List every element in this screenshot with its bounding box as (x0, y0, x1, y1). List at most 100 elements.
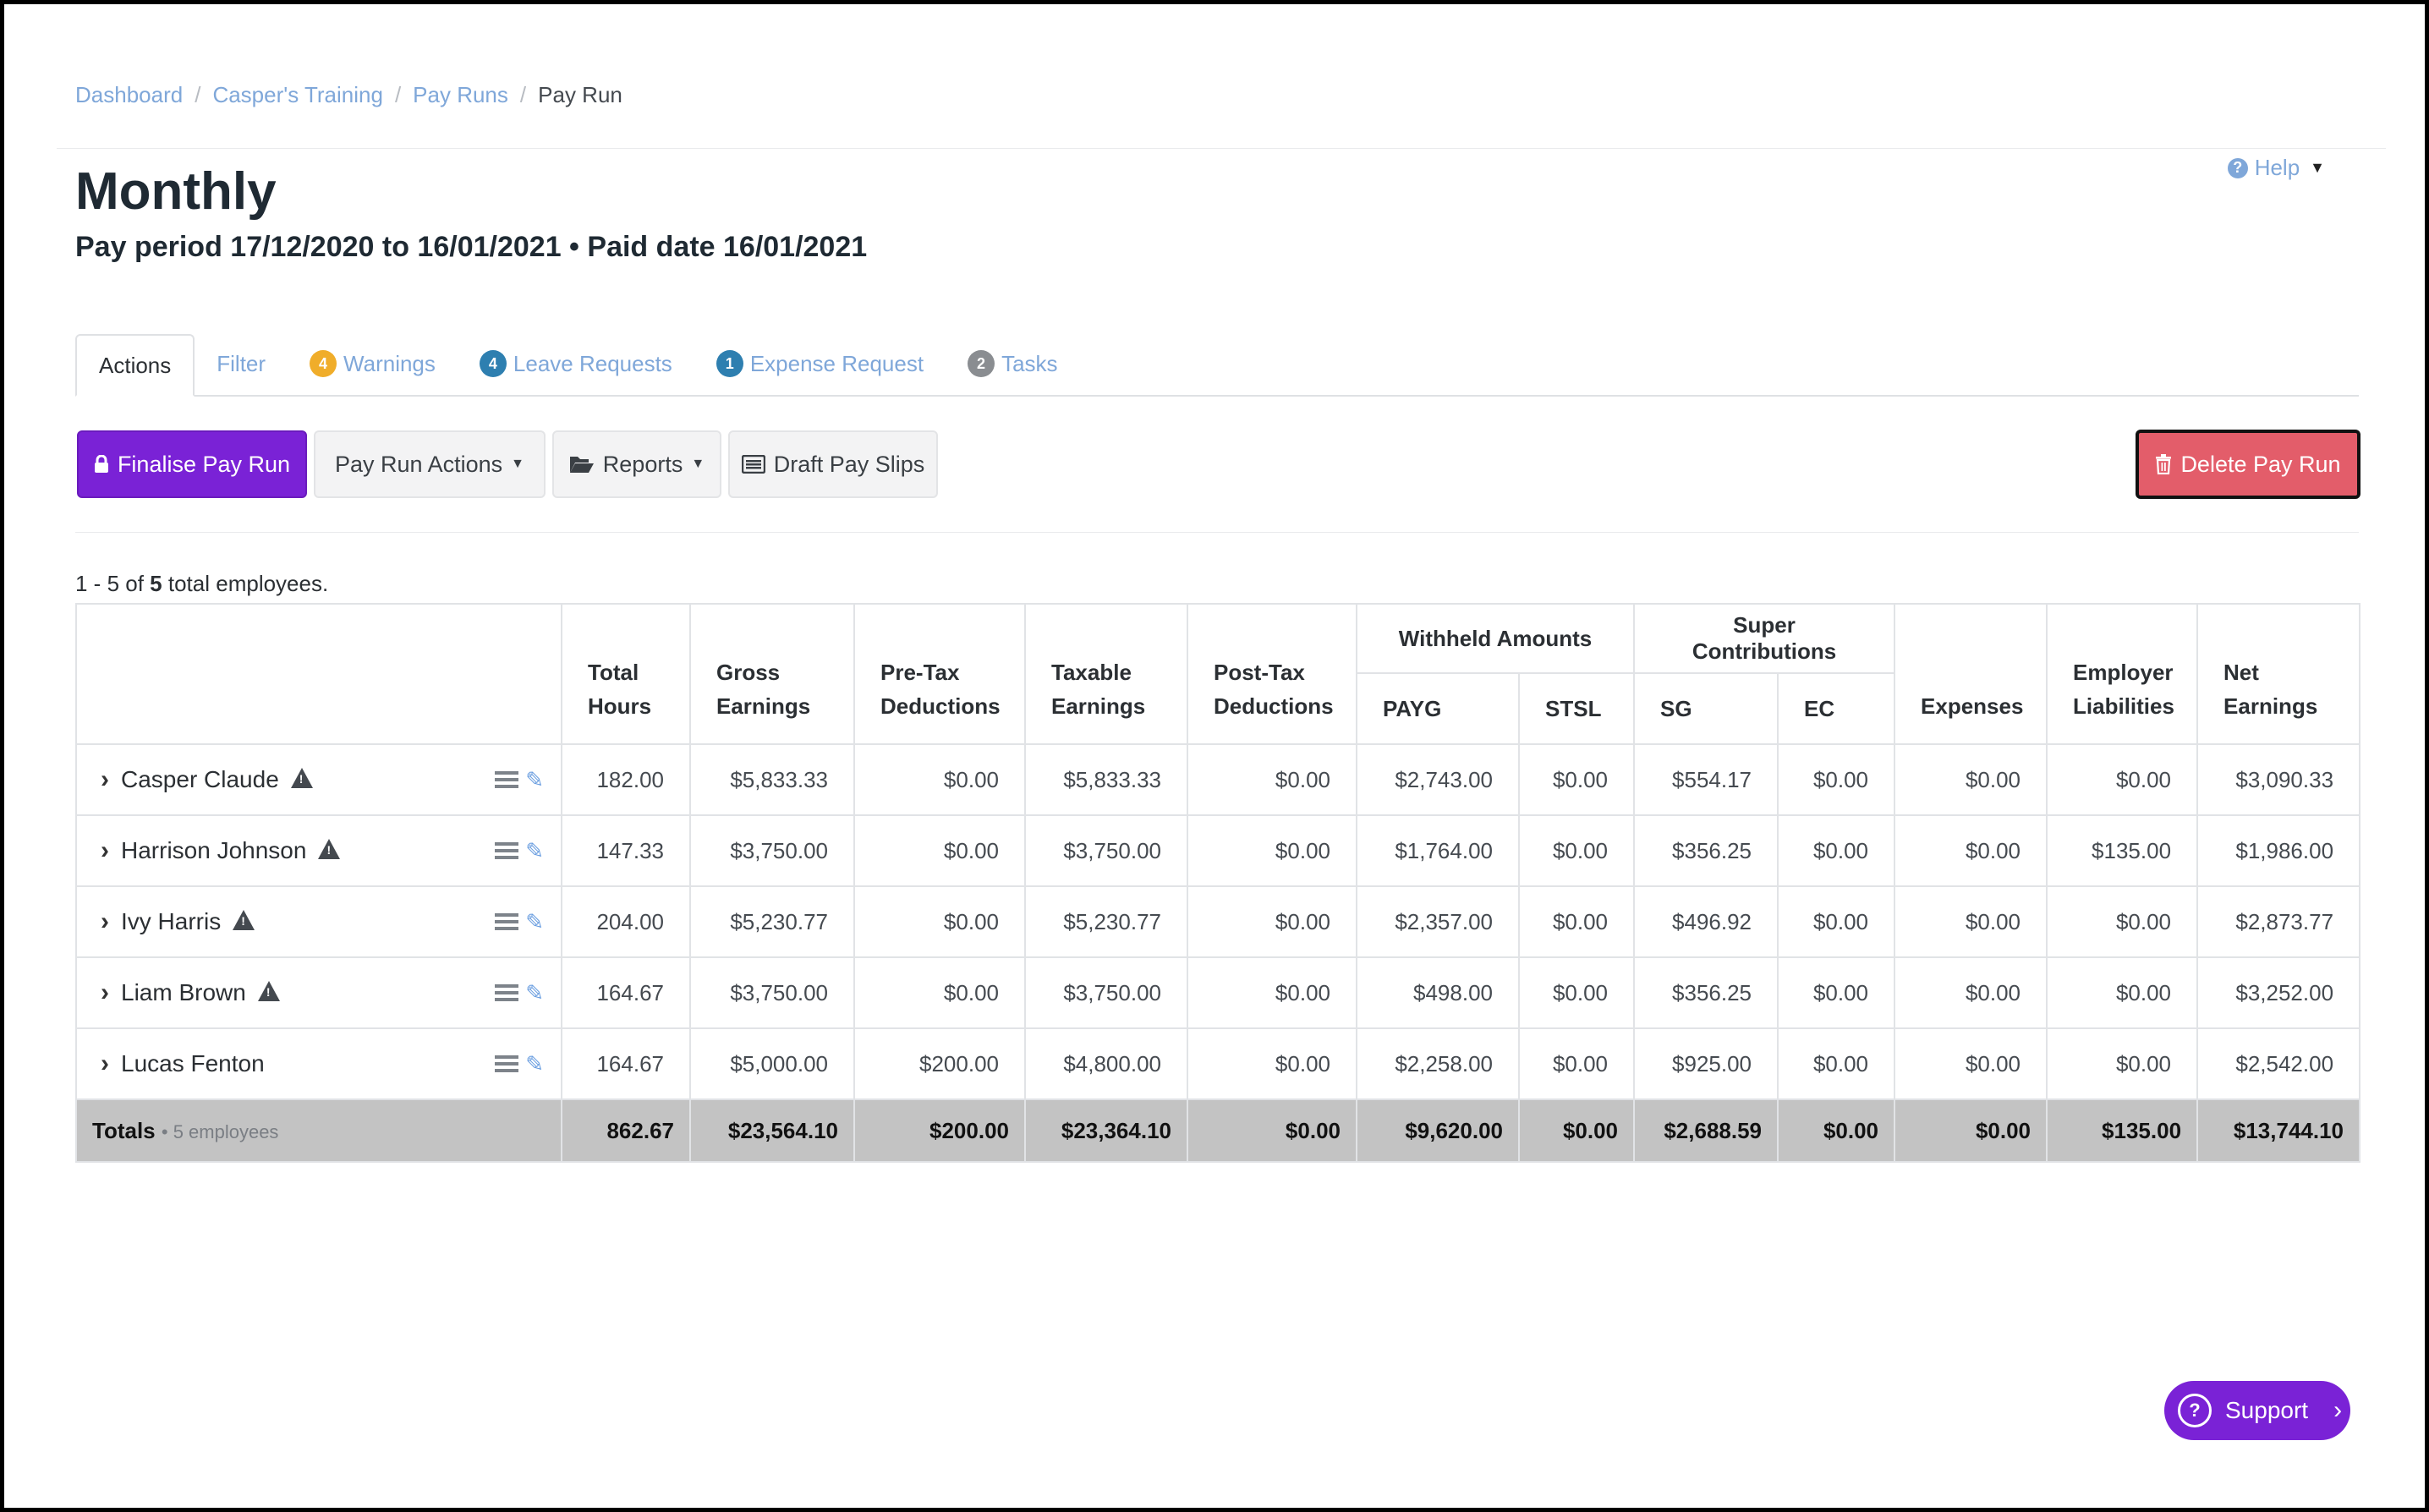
employee-row[interactable]: › Harrison Johnson! ✎ 147.33 $3,750.00 $0.00 $… (75, 814, 2361, 887)
chevron-right-icon[interactable]: › (101, 978, 109, 1006)
delete-pay-run-button[interactable]: Delete Pay Run (2136, 430, 2360, 499)
tab-actions[interactable]: Actions (75, 334, 195, 397)
tab-warnings[interactable]: 4 Warnings (288, 332, 458, 395)
folder-open-icon (569, 457, 594, 473)
value-cell: $356.25 (1633, 956, 1779, 1029)
employee-name-cell[interactable]: › Casper Claude! ✎ (75, 743, 562, 816)
pencil-icon[interactable]: ✎ (525, 766, 544, 792)
support-button[interactable]: ? Support › (2164, 1381, 2350, 1440)
pencil-icon[interactable]: ✎ (525, 979, 544, 1005)
tab-label: Actions (99, 352, 172, 378)
employee-name-cell[interactable]: › Ivy Harris! ✎ (75, 885, 562, 958)
employee-row[interactable]: › Ivy Harris! ✎ 204.00 $5,230.77 $0.00 $5,230.… (75, 885, 2361, 958)
payslip-icon[interactable] (495, 842, 519, 859)
chevron-right-icon[interactable]: › (101, 836, 109, 864)
total-value-cell: $23,564.10 (689, 1098, 855, 1163)
employee-name[interactable]: Casper Claude (121, 766, 279, 792)
value-cell: 204.00 (561, 885, 691, 958)
value-cell: $2,357.00 (1356, 885, 1520, 958)
employee-name[interactable]: Harrison Johnson (121, 837, 307, 863)
pay-run-actions-dropdown[interactable]: Pay Run Actions ▼ (314, 430, 546, 498)
pay-run-table-wrapper: Total Hours Gross Earnings Pre-Tax Deductio… (75, 603, 2361, 1163)
breadcrumb-separator: / (519, 82, 527, 107)
sg-header[interactable]: SG (1633, 672, 1779, 745)
taxable-earnings-header[interactable]: Taxable Earnings (1024, 603, 1188, 745)
question-circle-icon: ? (2227, 157, 2248, 178)
breadcrumb-dashboard[interactable]: Dashboard (75, 82, 184, 107)
payslip-icon[interactable] (495, 984, 519, 1001)
payslip-icon[interactable] (495, 1055, 519, 1072)
employer-liabilities-header[interactable]: Employer Liabilities (2046, 603, 2199, 745)
support-label: Support (2225, 1397, 2309, 1423)
chevron-right-icon[interactable]: › (101, 1049, 109, 1077)
value-cell: $0.00 (1517, 885, 1636, 958)
breadcrumb-pay-runs[interactable]: Pay Runs (413, 82, 508, 107)
employee-name-cell[interactable]: › Lucas Fenton ✎ (75, 1027, 562, 1100)
payg-header[interactable]: PAYG (1356, 672, 1520, 745)
total-hours-header[interactable]: Total Hours (561, 603, 691, 745)
value-cell: $3,750.00 (1024, 956, 1188, 1029)
employee-count-summary: 1 - 5 of 5 total employees. (75, 571, 328, 597)
tab-label: Tasks (1001, 350, 1058, 376)
reports-dropdown[interactable]: Reports ▼ (552, 430, 721, 498)
value-cell: $2,258.00 (1356, 1027, 1520, 1100)
help-dropdown[interactable]: ? Help ▼ (2227, 155, 2325, 181)
chevron-right-icon[interactable]: › (101, 907, 109, 935)
delete-label: Delete Pay Run (2180, 451, 2341, 477)
warnings-count-badge: 4 (310, 350, 337, 377)
pencil-icon[interactable]: ✎ (525, 1050, 544, 1076)
net-earnings-header[interactable]: Net Earnings (2196, 603, 2361, 745)
finalise-pay-run-button[interactable]: Finalise Pay Run (77, 430, 307, 498)
row-actions: ✎ (495, 838, 544, 864)
value-cell: $925.00 (1633, 1027, 1779, 1100)
pencil-icon[interactable]: ✎ (525, 908, 544, 934)
expense-request-count-badge: 1 (716, 350, 743, 377)
employee-name[interactable]: Liam Brown (121, 979, 246, 1005)
value-cell: 182.00 (561, 743, 691, 816)
warning-icon[interactable]: ! (257, 981, 280, 1001)
value-cell: $5,000.00 (689, 1027, 855, 1100)
warning-icon[interactable]: ! (318, 839, 341, 859)
employee-name[interactable]: Ivy Harris (121, 908, 222, 934)
ec-header[interactable]: EC (1777, 672, 1896, 745)
chevron-right-icon[interactable]: › (101, 765, 109, 793)
value-cell: $0.00 (1187, 743, 1357, 816)
value-cell: $0.00 (1187, 885, 1357, 958)
pre-tax-deductions-header[interactable]: Pre-Tax Deductions (853, 603, 1026, 745)
value-cell: $0.00 (1517, 956, 1636, 1029)
gross-earnings-header[interactable]: Gross Earnings (689, 603, 855, 745)
employee-row[interactable]: › Lucas Fenton ✎ 164.67 $5,000.00 $200.00 $4,8… (75, 1027, 2361, 1100)
employee-row[interactable]: › Liam Brown! ✎ 164.67 $3,750.00 $0.00 $3,750.… (75, 956, 2361, 1029)
draft-pay-slips-button[interactable]: Draft Pay Slips (728, 430, 938, 498)
tab-filter[interactable]: Filter (195, 332, 288, 395)
expenses-header[interactable]: Expenses (1894, 603, 2048, 745)
employee-name-cell[interactable]: › Harrison Johnson! ✎ (75, 814, 562, 887)
tab-expense-request[interactable]: 1 Expense Request (694, 332, 946, 395)
total-value-cell: 862.67 (561, 1098, 691, 1163)
caret-down-icon: ▼ (2310, 159, 2325, 176)
value-cell: 164.67 (561, 956, 691, 1029)
tab-tasks[interactable]: 2 Tasks (946, 332, 1079, 395)
breadcrumb-business[interactable]: Casper's Training (212, 82, 383, 107)
total-value-cell: $0.00 (1777, 1098, 1896, 1163)
value-cell: $4,800.00 (1024, 1027, 1188, 1100)
warning-icon[interactable]: ! (290, 768, 313, 788)
tab-leave-requests[interactable]: 4 Leave Requests (458, 332, 694, 395)
payslip-icon[interactable] (495, 771, 519, 788)
payslip-icon[interactable] (495, 913, 519, 930)
post-tax-deductions-header[interactable]: Post-Tax Deductions (1187, 603, 1357, 745)
value-cell: $0.00 (1894, 814, 2048, 887)
value-cell: $0.00 (1517, 1027, 1636, 1100)
employee-name-cell[interactable]: › Liam Brown! ✎ (75, 956, 562, 1029)
total-value-cell: $2,688.59 (1633, 1098, 1779, 1163)
row-actions: ✎ (495, 1051, 544, 1077)
employee-name[interactable]: Lucas Fenton (121, 1050, 265, 1076)
value-cell: $0.00 (1894, 885, 2048, 958)
stsl-header[interactable]: STSL (1517, 672, 1636, 745)
employee-row[interactable]: › Casper Claude! ✎ 182.00 $5,833.33 $0.00 $5,8… (75, 743, 2361, 816)
breadcrumb-current: Pay Run (538, 82, 622, 107)
pencil-icon[interactable]: ✎ (525, 837, 544, 863)
warning-icon[interactable]: ! (233, 910, 255, 930)
tasks-count-badge: 2 (968, 350, 995, 377)
employee-column-header (75, 603, 562, 745)
